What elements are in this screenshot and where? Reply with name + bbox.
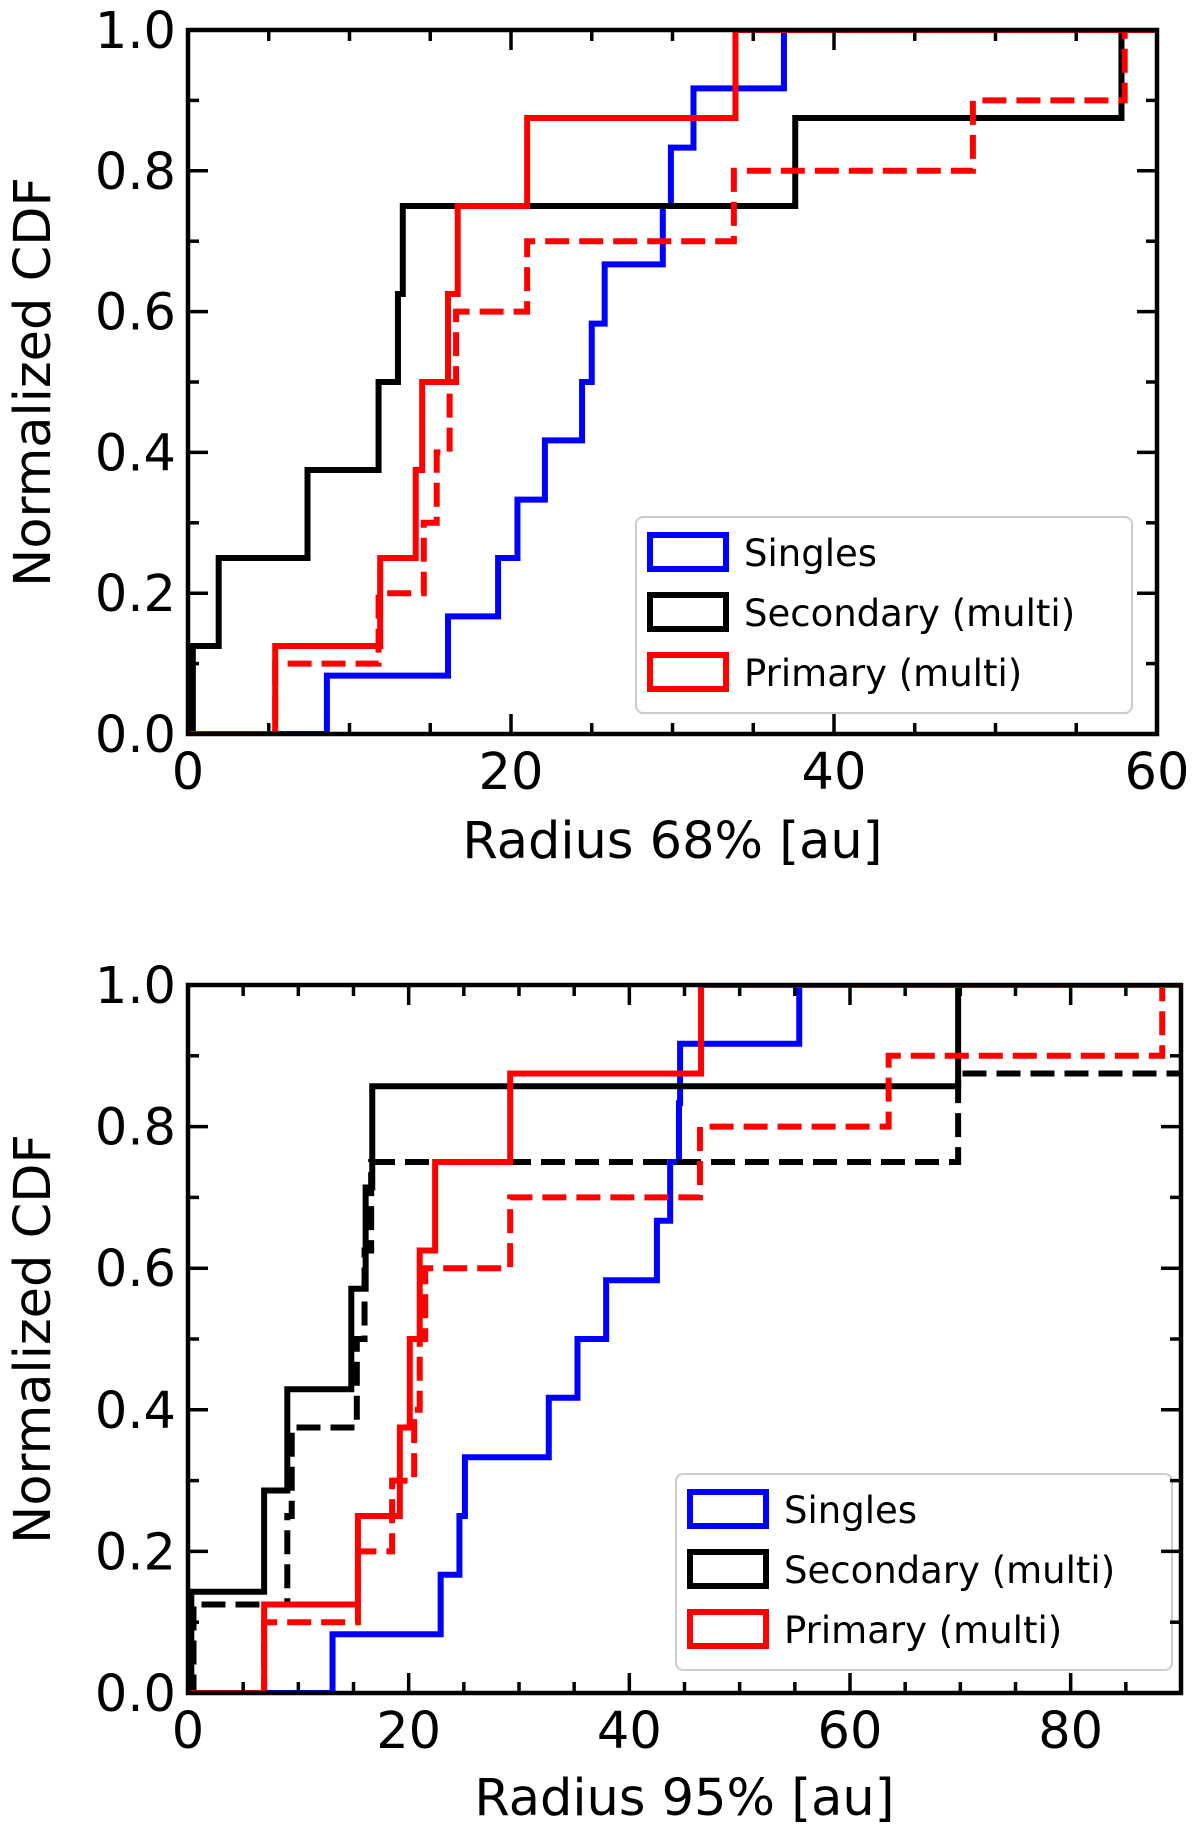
legend-label: Secondary (multi) xyxy=(784,1549,1115,1592)
x-tick-label: 0 xyxy=(172,743,204,802)
legend-label: Primary (multi) xyxy=(784,1609,1062,1652)
series-line-secondary-multi-dashed xyxy=(188,1070,1181,1693)
series-line-primary-multi-dashed xyxy=(188,985,1181,1693)
x-tick-label: 20 xyxy=(479,743,544,802)
y-tick-label: 0.0 xyxy=(95,706,176,765)
legend-label: Singles xyxy=(744,532,877,575)
series-line-singles xyxy=(188,30,1157,734)
x-tick-label: 0 xyxy=(172,1702,204,1761)
legend: Singles Secondary (multi) Primary (multi) xyxy=(675,1473,1173,1671)
series-line-singles xyxy=(188,985,1181,1693)
x-tick-label: 40 xyxy=(802,743,867,802)
legend-box xyxy=(635,516,1133,714)
y-tick-label: 0.4 xyxy=(95,1382,176,1441)
legend-swatch xyxy=(687,1549,769,1589)
legend-swatch xyxy=(687,1609,769,1649)
y-tick-label: 1.0 xyxy=(95,957,176,1016)
series-line-primary-multi xyxy=(188,985,1181,1693)
y-tick-label: 0.4 xyxy=(95,424,176,483)
x-tick-label: 60 xyxy=(818,1702,883,1761)
legend-label: Secondary (multi) xyxy=(744,592,1075,635)
legend-swatch xyxy=(687,1489,769,1529)
legend-label: Primary (multi) xyxy=(744,652,1022,695)
axis-ticks: 0 20 40 60 0.0 0.2 0.4 0.6 0.8 1.0 xyxy=(95,2,1190,802)
x-axis-title: Radius 68% [au] xyxy=(462,812,882,871)
series-group xyxy=(188,985,1181,1693)
legend: Singles Secondary (multi) Primary (multi) xyxy=(635,516,1133,714)
legend-swatch xyxy=(647,592,729,632)
series-line-primary-multi xyxy=(188,30,1157,734)
y-axis-title: Normalized CDF xyxy=(4,177,63,587)
y-tick-label: 0.2 xyxy=(95,565,176,624)
axis-ticks: 0 20 40 60 80 0.0 0.2 0.4 0.6 0.8 1.0 xyxy=(95,957,1183,1761)
series-line-secondary-multi xyxy=(188,985,1181,1693)
series-line-primary-multi-dashed xyxy=(188,30,1157,734)
legend-box xyxy=(675,1473,1173,1671)
legend-swatch xyxy=(647,532,729,572)
y-tick-label: 0.0 xyxy=(95,1665,176,1724)
y-tick-label: 0.8 xyxy=(95,143,176,202)
x-axis-title: Radius 95% [au] xyxy=(474,1769,894,1828)
x-tick-label: 20 xyxy=(376,1702,441,1761)
x-tick-label: 80 xyxy=(1038,1702,1103,1761)
legend-swatch xyxy=(647,652,729,692)
series-line-secondary-multi xyxy=(188,30,1157,734)
y-tick-label: 0.2 xyxy=(95,1523,176,1582)
legend-label: Singles xyxy=(784,1489,917,1532)
series-group xyxy=(188,30,1157,734)
x-tick-label: 40 xyxy=(597,1702,662,1761)
y-tick-label: 0.6 xyxy=(95,1240,176,1299)
y-tick-label: 0.8 xyxy=(95,1099,176,1158)
y-axis-title: Normalized CDF xyxy=(4,1134,63,1544)
y-tick-label: 1.0 xyxy=(95,2,176,61)
x-tick-label: 60 xyxy=(1125,743,1190,802)
y-tick-label: 0.6 xyxy=(95,284,176,343)
